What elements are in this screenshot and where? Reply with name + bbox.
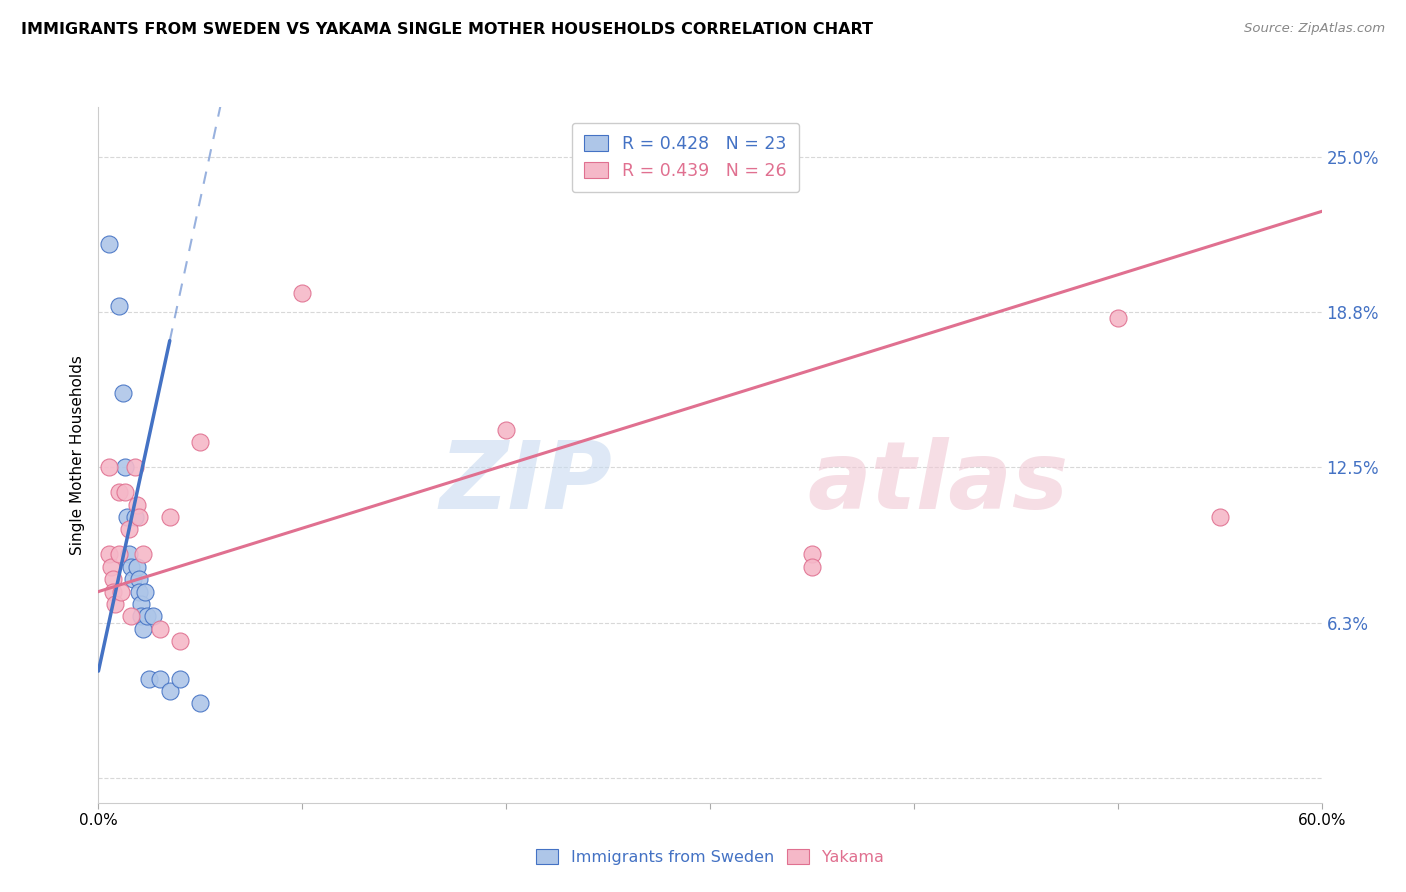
Point xyxy=(128,584,150,599)
Point xyxy=(132,622,155,636)
Point xyxy=(1209,510,1232,524)
Point xyxy=(120,609,142,624)
Point xyxy=(108,547,131,561)
Point xyxy=(127,498,149,512)
Point xyxy=(801,559,824,574)
Point xyxy=(159,510,181,524)
Point xyxy=(97,460,120,475)
Point xyxy=(122,572,145,586)
Point xyxy=(149,672,172,686)
Point xyxy=(1107,311,1129,326)
Point xyxy=(134,584,156,599)
Point xyxy=(159,684,181,698)
Point xyxy=(120,559,142,574)
Point xyxy=(97,547,120,561)
Point xyxy=(169,672,191,686)
Point xyxy=(101,572,124,586)
Point xyxy=(115,510,138,524)
Point xyxy=(101,584,124,599)
Point xyxy=(110,584,132,599)
Point xyxy=(97,236,120,251)
Point xyxy=(118,523,141,537)
Text: ZIP: ZIP xyxy=(439,437,612,529)
Text: atlas: atlas xyxy=(808,437,1069,529)
Point xyxy=(104,597,127,611)
Point xyxy=(128,510,150,524)
Point xyxy=(128,572,150,586)
Point xyxy=(142,609,165,624)
Point xyxy=(188,697,212,711)
Point xyxy=(291,286,314,301)
Point xyxy=(495,423,517,437)
Point xyxy=(114,485,136,500)
Point xyxy=(169,634,191,648)
Point xyxy=(188,435,212,450)
Text: IMMIGRANTS FROM SWEDEN VS YAKAMA SINGLE MOTHER HOUSEHOLDS CORRELATION CHART: IMMIGRANTS FROM SWEDEN VS YAKAMA SINGLE … xyxy=(21,22,873,37)
Legend: Immigrants from Sweden, Yakama: Immigrants from Sweden, Yakama xyxy=(530,842,890,871)
Point xyxy=(124,510,146,524)
Point xyxy=(136,609,159,624)
Point xyxy=(114,460,136,475)
Point xyxy=(108,299,131,313)
Point xyxy=(138,672,160,686)
Point xyxy=(132,547,155,561)
Point xyxy=(118,547,141,561)
Point xyxy=(149,622,172,636)
Point xyxy=(129,609,152,624)
Point xyxy=(124,460,146,475)
Point xyxy=(127,559,149,574)
Point xyxy=(111,385,134,400)
Point xyxy=(129,597,152,611)
Point xyxy=(801,547,824,561)
Point xyxy=(100,559,122,574)
Y-axis label: Single Mother Households: Single Mother Households xyxy=(70,355,86,555)
Text: Source: ZipAtlas.com: Source: ZipAtlas.com xyxy=(1244,22,1385,36)
Point xyxy=(108,485,131,500)
